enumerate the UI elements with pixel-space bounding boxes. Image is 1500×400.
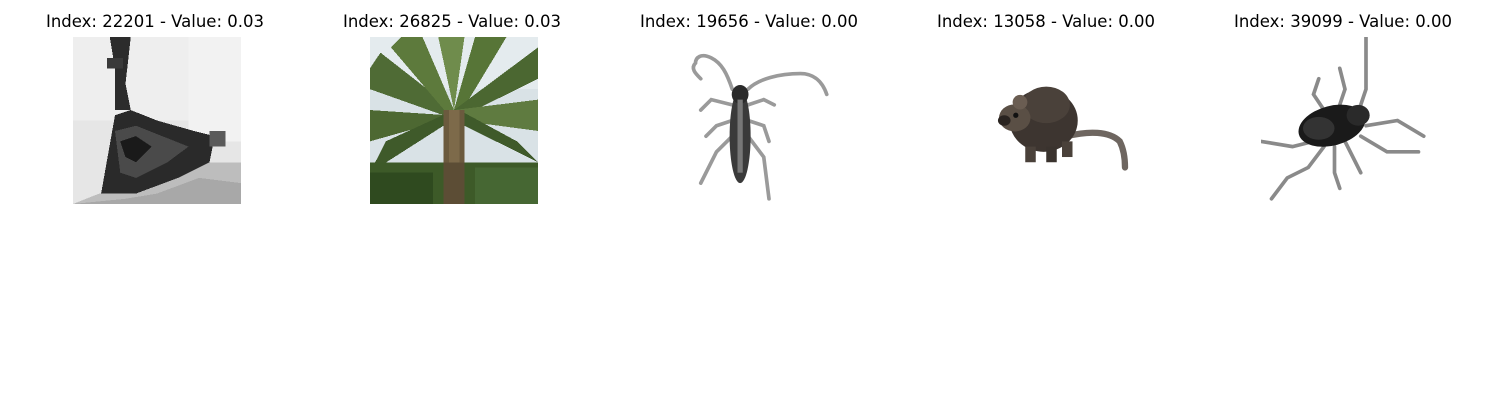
panel-5: Index: 39099 - Value: 0.00 — [1198, 10, 1488, 210]
panel-title: Index: 39099 - Value: 0.00 — [1233, 12, 1452, 31]
panel-title: Index: 22201 - Value: 0.03 — [45, 12, 264, 31]
panel-title: Index: 19656 - Value: 0.00 — [639, 12, 858, 31]
panel-title: Index: 26825 - Value: 0.03 — [342, 12, 561, 31]
thumbnail-image — [1261, 37, 1429, 204]
panel-title: Index: 13058 - Value: 0.00 — [936, 12, 1155, 31]
thumbnail-image — [978, 37, 1146, 204]
panel-3: Index: 19656 - Value: 0.00 — [604, 10, 894, 210]
thumbnail-image — [73, 37, 241, 204]
panel-1: Index: 22201 - Value: 0.03 — [10, 10, 300, 210]
thumbnail-image — [370, 37, 538, 204]
panel-4: Index: 13058 - Value: 0.00 — [901, 10, 1191, 210]
panel-2: Index: 26825 - Value: 0.03 — [307, 10, 597, 210]
thumbnail-image — [664, 37, 832, 204]
